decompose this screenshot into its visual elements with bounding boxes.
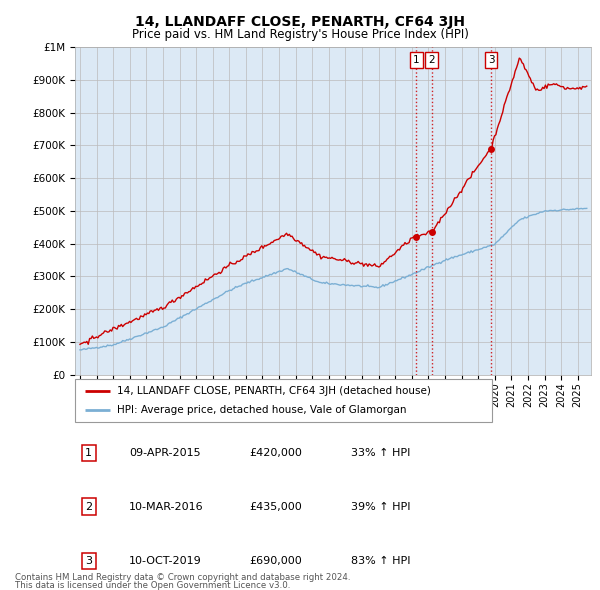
Text: HPI: Average price, detached house, Vale of Glamorgan: HPI: Average price, detached house, Vale… [116, 405, 406, 415]
Text: £435,000: £435,000 [249, 502, 302, 512]
Text: 3: 3 [85, 556, 92, 566]
Text: 10-MAR-2016: 10-MAR-2016 [129, 502, 203, 512]
Text: 10-OCT-2019: 10-OCT-2019 [129, 556, 202, 566]
Text: 83% ↑ HPI: 83% ↑ HPI [351, 556, 410, 566]
Text: 09-APR-2015: 09-APR-2015 [129, 448, 200, 458]
Text: 2: 2 [428, 55, 435, 65]
Text: This data is licensed under the Open Government Licence v3.0.: This data is licensed under the Open Gov… [15, 581, 290, 590]
Text: 14, LLANDAFF CLOSE, PENARTH, CF64 3JH: 14, LLANDAFF CLOSE, PENARTH, CF64 3JH [135, 15, 465, 29]
Text: 2: 2 [85, 502, 92, 512]
FancyBboxPatch shape [75, 379, 492, 422]
Text: Contains HM Land Registry data © Crown copyright and database right 2024.: Contains HM Land Registry data © Crown c… [15, 572, 350, 582]
Text: Price paid vs. HM Land Registry's House Price Index (HPI): Price paid vs. HM Land Registry's House … [131, 28, 469, 41]
Text: 1: 1 [413, 55, 419, 65]
Text: 14, LLANDAFF CLOSE, PENARTH, CF64 3JH (detached house): 14, LLANDAFF CLOSE, PENARTH, CF64 3JH (d… [116, 386, 431, 396]
Text: 33% ↑ HPI: 33% ↑ HPI [351, 448, 410, 458]
Text: 3: 3 [488, 55, 494, 65]
Text: £690,000: £690,000 [249, 556, 302, 566]
Text: £420,000: £420,000 [249, 448, 302, 458]
Text: 39% ↑ HPI: 39% ↑ HPI [351, 502, 410, 512]
Text: 1: 1 [85, 448, 92, 458]
